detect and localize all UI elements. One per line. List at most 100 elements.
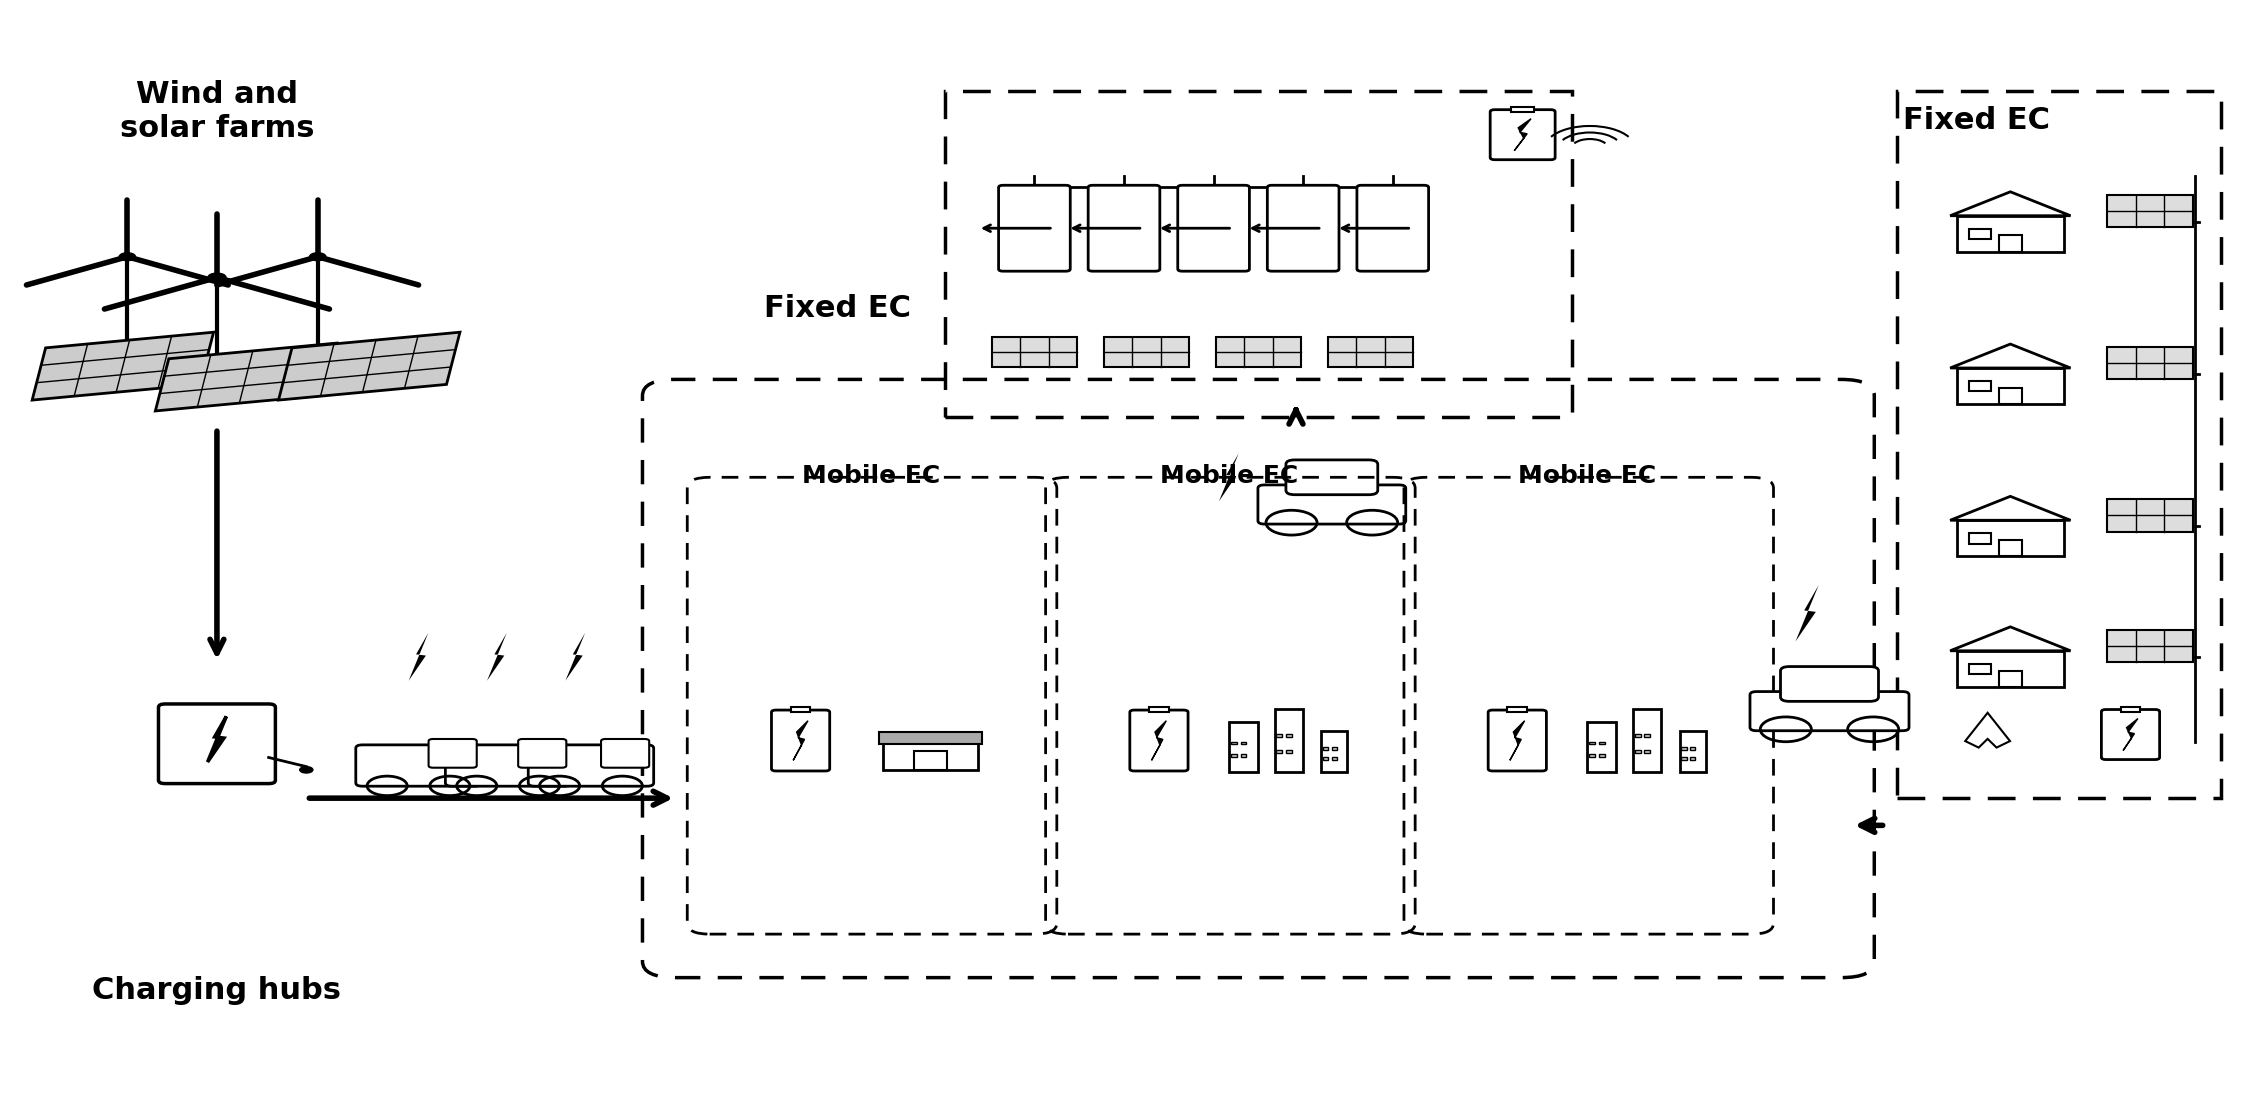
Bar: [791, 707, 812, 712]
FancyBboxPatch shape: [528, 745, 654, 786]
Bar: [991, 336, 1077, 367]
Bar: [1679, 731, 1706, 772]
Text: Fixed EC: Fixed EC: [1904, 105, 2050, 135]
FancyBboxPatch shape: [2102, 709, 2160, 760]
Bar: [879, 731, 982, 743]
Bar: [1241, 742, 1245, 744]
FancyBboxPatch shape: [157, 704, 277, 784]
Polygon shape: [488, 632, 506, 681]
FancyBboxPatch shape: [771, 710, 830, 770]
Bar: [1897, 91, 2221, 798]
Text: Mobile EC: Mobile EC: [803, 465, 940, 488]
Polygon shape: [207, 717, 227, 762]
Circle shape: [310, 253, 326, 261]
Bar: [1969, 229, 1992, 239]
FancyBboxPatch shape: [1358, 185, 1427, 271]
Bar: [1998, 236, 2023, 252]
Bar: [1634, 750, 1641, 753]
Bar: [1104, 336, 1189, 367]
Bar: [1230, 721, 1257, 772]
Polygon shape: [794, 721, 807, 761]
Bar: [1587, 721, 1616, 772]
Polygon shape: [31, 332, 214, 400]
Polygon shape: [409, 632, 429, 681]
Bar: [1232, 742, 1236, 744]
FancyBboxPatch shape: [1488, 710, 1547, 770]
FancyBboxPatch shape: [445, 745, 571, 786]
Bar: [1998, 671, 2023, 687]
Polygon shape: [1951, 627, 2070, 651]
Bar: [1598, 754, 1605, 757]
Bar: [1511, 107, 1533, 112]
Bar: [1329, 336, 1414, 367]
FancyBboxPatch shape: [1490, 110, 1556, 160]
Bar: [1643, 750, 1650, 753]
Bar: [1149, 707, 1169, 712]
FancyBboxPatch shape: [1268, 185, 1340, 271]
Bar: [1598, 742, 1605, 744]
Text: Mobile EC: Mobile EC: [1517, 465, 1657, 488]
FancyBboxPatch shape: [600, 739, 650, 767]
Polygon shape: [1796, 585, 1819, 641]
FancyBboxPatch shape: [1178, 185, 1250, 271]
Bar: [1286, 734, 1293, 738]
Bar: [1331, 747, 1338, 750]
Circle shape: [207, 273, 227, 282]
Bar: [1241, 754, 1245, 757]
FancyBboxPatch shape: [519, 739, 566, 767]
Bar: [1589, 742, 1596, 744]
Bar: [1322, 731, 1347, 772]
FancyBboxPatch shape: [1131, 710, 1187, 770]
Text: Charging hubs: Charging hubs: [92, 975, 342, 1005]
Circle shape: [299, 766, 312, 773]
Bar: [2106, 629, 2192, 662]
Bar: [1690, 757, 1695, 760]
FancyBboxPatch shape: [1749, 692, 1909, 731]
Bar: [1275, 709, 1304, 772]
Bar: [1331, 757, 1338, 760]
Bar: [1324, 747, 1329, 750]
FancyBboxPatch shape: [998, 185, 1070, 271]
Bar: [2120, 707, 2140, 711]
Bar: [944, 91, 1571, 418]
Polygon shape: [1951, 496, 2070, 521]
FancyBboxPatch shape: [1286, 460, 1378, 494]
Bar: [1969, 381, 1992, 391]
Bar: [1969, 533, 1992, 544]
Bar: [1232, 754, 1236, 757]
Polygon shape: [1218, 454, 1239, 501]
Bar: [1956, 368, 2064, 404]
Text: Mobile EC: Mobile EC: [1160, 465, 1299, 488]
FancyBboxPatch shape: [1780, 666, 1879, 701]
Polygon shape: [1951, 344, 2070, 368]
Bar: [1277, 734, 1281, 738]
Bar: [1324, 757, 1329, 760]
FancyBboxPatch shape: [355, 745, 481, 786]
Bar: [2106, 194, 2192, 227]
FancyBboxPatch shape: [1259, 484, 1405, 524]
Polygon shape: [1511, 721, 1524, 761]
Bar: [2106, 346, 2192, 379]
Bar: [1690, 747, 1695, 750]
Bar: [1682, 747, 1686, 750]
Bar: [1508, 707, 1526, 712]
Bar: [1956, 651, 2064, 687]
Bar: [2106, 499, 2192, 532]
Circle shape: [119, 253, 135, 261]
Polygon shape: [1151, 721, 1167, 761]
Text: Wind and
solar farms: Wind and solar farms: [119, 80, 315, 142]
Bar: [1969, 664, 1992, 674]
Bar: [1998, 388, 2023, 404]
Bar: [883, 731, 978, 770]
Bar: [1956, 521, 2064, 556]
Bar: [1998, 540, 2023, 556]
Polygon shape: [2122, 719, 2138, 751]
Bar: [1277, 750, 1281, 753]
Bar: [1216, 336, 1302, 367]
Polygon shape: [155, 343, 337, 411]
FancyBboxPatch shape: [1088, 185, 1160, 271]
Bar: [1634, 734, 1641, 738]
Polygon shape: [1951, 192, 2070, 216]
Polygon shape: [279, 332, 461, 400]
Bar: [1286, 750, 1293, 753]
